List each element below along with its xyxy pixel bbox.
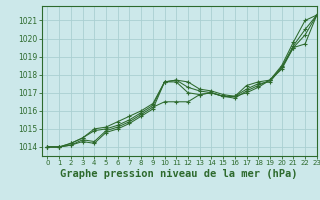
X-axis label: Graphe pression niveau de la mer (hPa): Graphe pression niveau de la mer (hPa) xyxy=(60,169,298,179)
